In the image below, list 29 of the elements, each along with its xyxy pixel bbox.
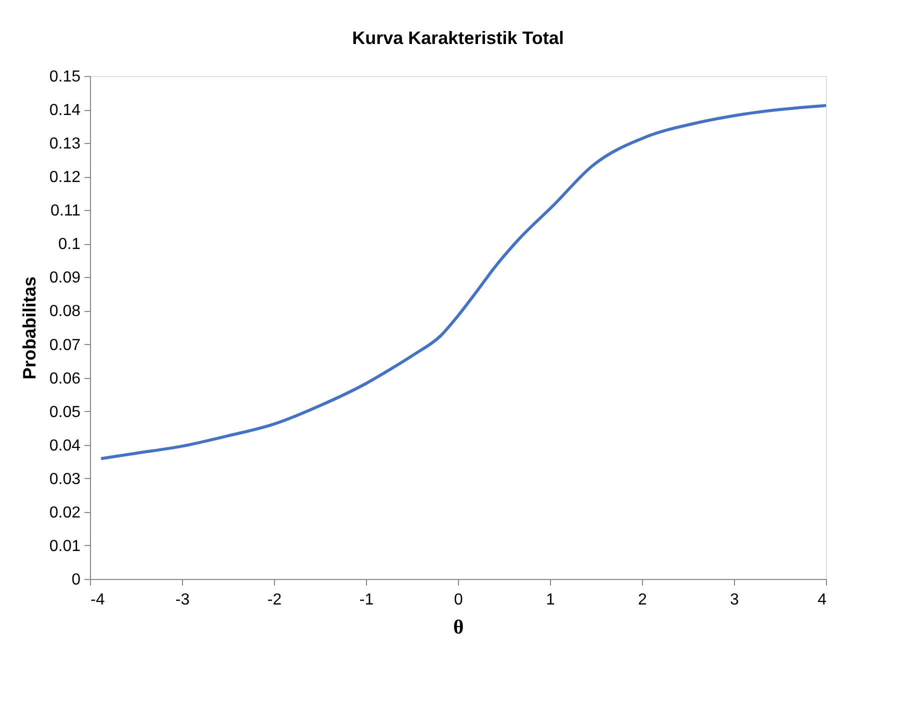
chart-title: Kurva Karakteristik Total xyxy=(352,28,564,48)
y-tick-label: 0.02 xyxy=(49,504,81,522)
y-tick-label: 0.12 xyxy=(49,169,81,186)
x-axis-title: θ xyxy=(453,616,464,638)
y-tick-label: 0 xyxy=(72,572,81,588)
x-tick-label: 0 xyxy=(454,592,464,608)
y-tick-label: 0.14 xyxy=(49,102,81,120)
y-tick-label: 0.06 xyxy=(49,370,81,388)
x-tick-label: -1 xyxy=(359,592,374,608)
y-tick-label: 0.08 xyxy=(49,303,81,320)
y-axis-title: Probabilitas xyxy=(19,276,40,380)
x-tick-label: -2 xyxy=(267,592,282,608)
x-tick-label: -3 xyxy=(175,592,190,608)
y-tick-label: 0.03 xyxy=(49,470,81,488)
x-tick-label: 3 xyxy=(730,592,740,608)
y-tick-label: 0.15 xyxy=(49,68,81,86)
x-tick-label: -4 xyxy=(90,592,105,608)
line-series xyxy=(100,104,828,460)
y-tick-label: 0.07 xyxy=(49,336,81,354)
y-tick-label: 0.13 xyxy=(49,136,81,153)
y-tick-label: 0.04 xyxy=(49,437,81,454)
y-tick-label: 0.1 xyxy=(58,236,81,254)
x-tick-label: 1 xyxy=(546,592,556,608)
x-tick-label: 4 xyxy=(818,592,827,608)
y-tick-label: 0.11 xyxy=(50,202,81,220)
y-tick-label: 0.09 xyxy=(49,270,81,287)
y-tick-label: 0.05 xyxy=(49,404,81,421)
y-tick-label: 0.01 xyxy=(49,538,81,555)
x-tick-label: 2 xyxy=(638,592,648,608)
